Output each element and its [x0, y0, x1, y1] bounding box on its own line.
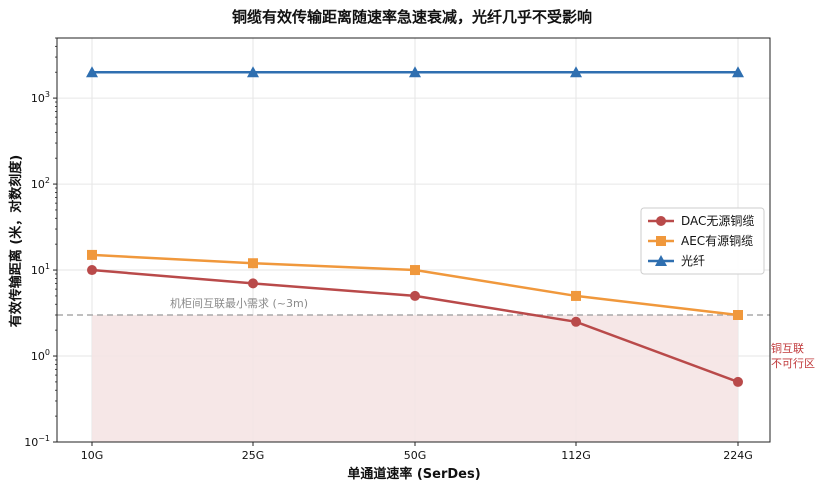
legend-swatch-marker	[655, 255, 667, 266]
series-layer	[86, 66, 744, 387]
x-tick-label: 10G	[81, 449, 104, 462]
infeasible-region-label-line1: 铜互联	[771, 341, 804, 355]
data-point	[248, 258, 258, 269]
data-point	[733, 310, 743, 321]
legend-label: AEC有源铜缆	[681, 233, 753, 248]
x-tick-label: 50G	[404, 449, 427, 462]
legend-box	[640, 207, 765, 275]
data-point	[733, 376, 743, 387]
data-point	[410, 265, 420, 276]
y-tick-label: 10−1	[24, 434, 50, 449]
data-point	[87, 265, 97, 276]
legend-item: AEC有源铜缆	[648, 233, 753, 248]
y-tick-label: 103	[31, 90, 50, 105]
legend-label: 光纤	[681, 254, 705, 268]
data-point	[86, 66, 98, 78]
x-tick-label: 224G	[723, 449, 753, 462]
x-tick-label: 112G	[561, 449, 591, 462]
legend-label: DAC无源铜缆	[681, 213, 754, 228]
data-point	[571, 316, 581, 327]
data-point	[87, 249, 97, 260]
y-tick-label: 101	[31, 262, 50, 277]
data-point	[247, 66, 259, 78]
plot-frame	[56, 37, 771, 443]
data-point	[410, 290, 420, 301]
infeasible-region-label-line2: 不可行区	[771, 357, 815, 370]
min-requirement-label: 机柜间互联最小需求 (~3m)	[170, 296, 308, 310]
data-point	[732, 66, 744, 78]
y-tick-label: 102	[31, 176, 50, 191]
legend-swatch-marker	[656, 236, 666, 246]
copper-infeasible-region	[92, 315, 738, 442]
x-tick-label: 25G	[242, 449, 265, 462]
x-axis-label: 单通道速率 (SerDes)	[347, 466, 480, 482]
legend-swatch-marker	[656, 216, 666, 226]
series-2	[87, 249, 743, 321]
infeasible-region-layer	[92, 315, 738, 442]
legend-item: 光纤	[648, 254, 705, 268]
axes-layer: 10G 25G 50G 112G 224G 10−1 100 101 102 103	[24, 37, 771, 462]
series-3	[86, 66, 744, 78]
data-point	[409, 66, 421, 78]
data-point	[248, 278, 258, 289]
y-axis-label: 有效传输距离 (米，对数刻度)	[8, 155, 24, 327]
y-tick-label: 100	[31, 348, 50, 363]
legend-item: DAC无源铜缆	[648, 213, 754, 228]
chart-title: 铜缆有效传输距离随速率急速衰减，光纤几乎不受影响	[232, 8, 592, 26]
data-point	[571, 290, 581, 301]
data-point	[570, 66, 582, 78]
series-1	[87, 265, 743, 387]
